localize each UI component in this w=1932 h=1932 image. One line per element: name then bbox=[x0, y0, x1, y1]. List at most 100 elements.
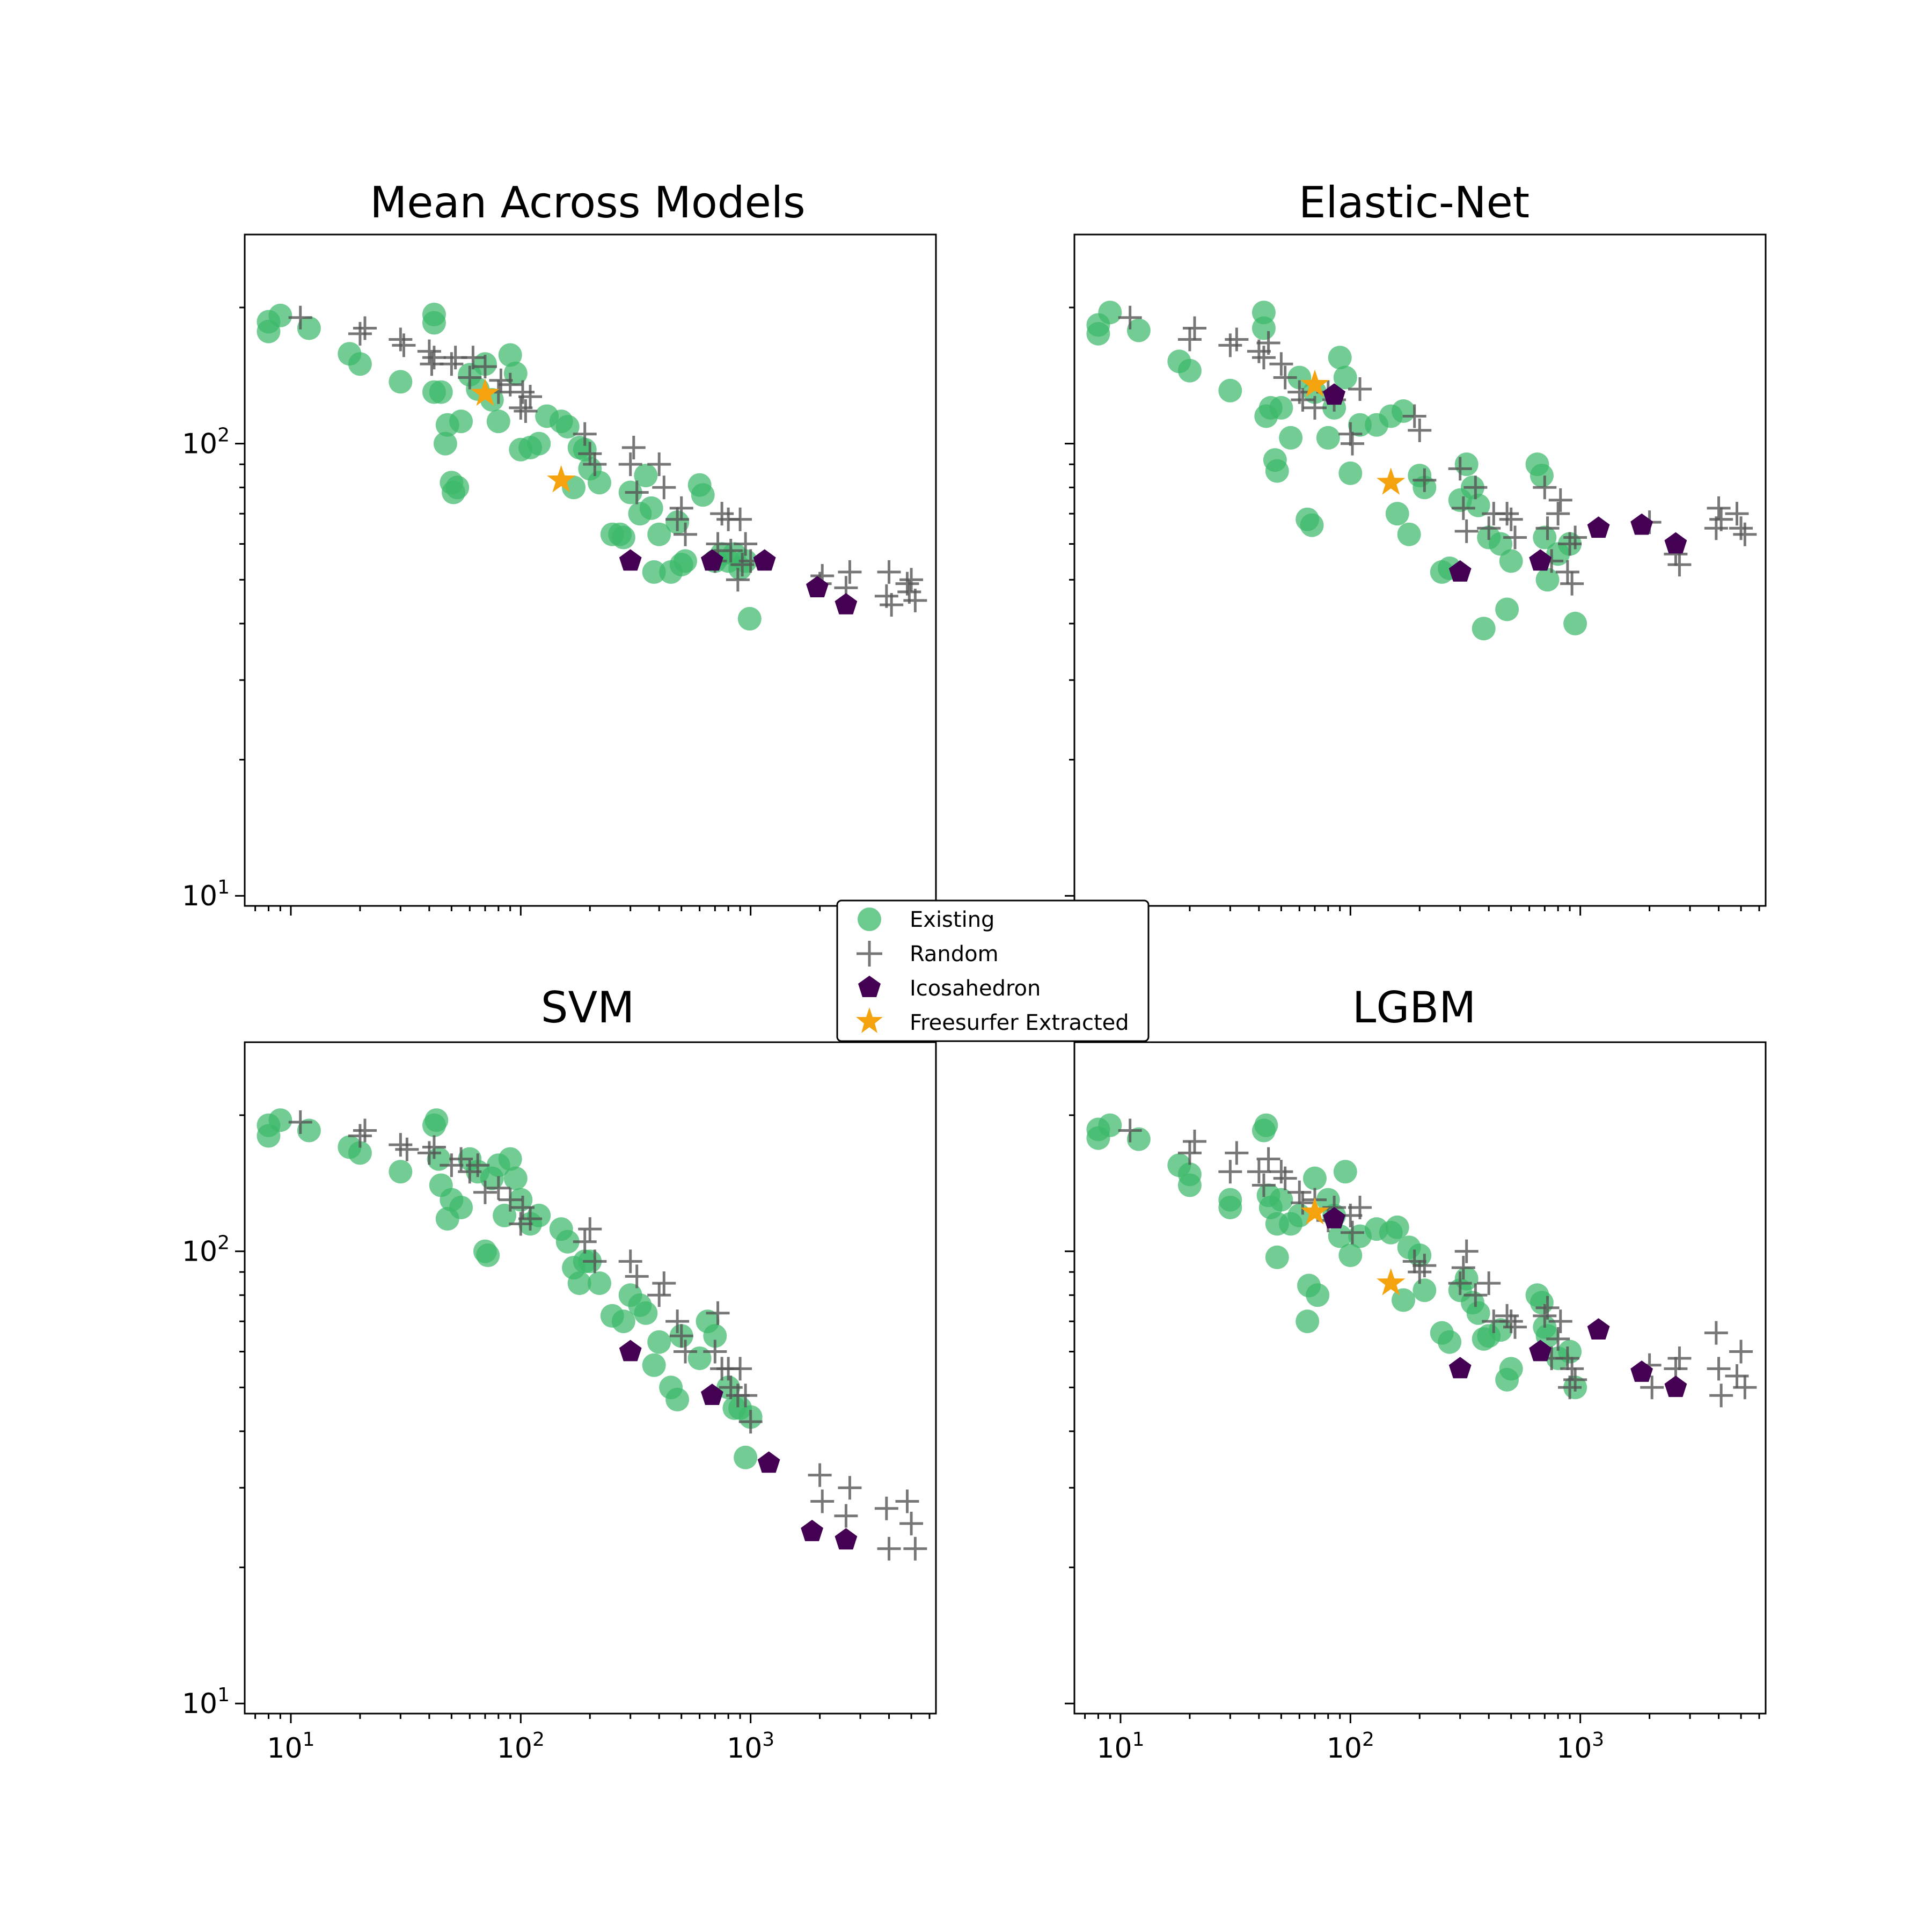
point-random bbox=[422, 346, 446, 370]
point-random bbox=[573, 1230, 597, 1254]
point-random bbox=[1291, 1191, 1315, 1215]
point-random bbox=[647, 452, 671, 477]
point-icosahedron bbox=[1529, 1340, 1552, 1362]
point-random bbox=[509, 1212, 533, 1236]
point-random bbox=[1118, 1118, 1142, 1143]
panel-lgbm: LGBM 101 102 103 bbox=[1065, 983, 1767, 1765]
point-existing bbox=[1302, 1166, 1327, 1190]
point-existing bbox=[1300, 513, 1324, 537]
point-random bbox=[1225, 1141, 1249, 1165]
point-existing bbox=[1529, 1291, 1554, 1315]
point-random bbox=[1499, 507, 1523, 531]
x-tick-label: 102 bbox=[497, 1729, 545, 1765]
plot-area bbox=[1065, 233, 1767, 916]
point-existing bbox=[1495, 597, 1519, 621]
point-freesurfer bbox=[547, 465, 576, 493]
point-random bbox=[583, 1249, 607, 1274]
point-random bbox=[578, 442, 602, 466]
point-random bbox=[647, 1283, 671, 1307]
point-random bbox=[674, 1340, 698, 1364]
point-random bbox=[1563, 1367, 1587, 1392]
point-random bbox=[1338, 422, 1363, 446]
point-existing bbox=[562, 475, 586, 500]
point-existing bbox=[1265, 459, 1289, 483]
point-icosahedron bbox=[1323, 1207, 1345, 1228]
panel-elastic-net: Elastic-Net bbox=[1065, 178, 1767, 916]
point-random bbox=[669, 496, 693, 520]
point-random bbox=[621, 436, 646, 460]
point-icosahedron bbox=[619, 1340, 642, 1362]
point-random bbox=[706, 532, 730, 556]
x-tick-label: 103 bbox=[1556, 1729, 1604, 1765]
point-random bbox=[1182, 1129, 1206, 1153]
point-random bbox=[1252, 346, 1276, 370]
y-tick-label: 102 bbox=[182, 1232, 230, 1268]
point-random bbox=[880, 593, 904, 617]
point-random bbox=[1302, 396, 1327, 420]
point-existing bbox=[445, 475, 470, 500]
point-random bbox=[1408, 1260, 1432, 1284]
point-random bbox=[734, 1384, 758, 1408]
point-random bbox=[466, 1153, 490, 1177]
point-random bbox=[1182, 316, 1206, 340]
point-random bbox=[1463, 1283, 1488, 1307]
point-random bbox=[665, 507, 690, 531]
point-existing bbox=[687, 1346, 712, 1370]
point-random bbox=[665, 1309, 690, 1334]
point-existing bbox=[587, 471, 611, 495]
point-existing bbox=[425, 1108, 449, 1132]
point-existing bbox=[527, 1203, 551, 1227]
point-random bbox=[417, 339, 441, 363]
point-random bbox=[348, 1124, 372, 1148]
point-existing bbox=[737, 606, 762, 631]
point-random bbox=[417, 1141, 441, 1165]
point-existing bbox=[1254, 1113, 1278, 1137]
point-random bbox=[877, 560, 901, 584]
point-random bbox=[1340, 431, 1364, 456]
point-random bbox=[1177, 1141, 1202, 1165]
point-existing bbox=[642, 1353, 666, 1377]
point-random bbox=[1667, 553, 1692, 577]
point-random bbox=[1256, 331, 1280, 355]
point-existing bbox=[527, 431, 551, 456]
point-existing bbox=[1385, 502, 1409, 526]
point-random bbox=[509, 396, 533, 420]
point-random bbox=[874, 1496, 898, 1520]
point-random bbox=[1729, 1340, 1753, 1364]
plot-area: 101 102 103 101 102 bbox=[182, 1041, 937, 1765]
point-random bbox=[573, 422, 597, 446]
point-existing bbox=[1333, 1160, 1357, 1184]
point-random bbox=[498, 372, 522, 397]
y-tick-label: 101 bbox=[182, 1684, 230, 1720]
point-random bbox=[1340, 1220, 1364, 1245]
point-random bbox=[899, 568, 924, 592]
point-random bbox=[489, 368, 513, 392]
point-random bbox=[703, 1340, 727, 1364]
point-random bbox=[288, 1110, 312, 1135]
point-icosahedron bbox=[1587, 1318, 1610, 1340]
point-random bbox=[1269, 352, 1293, 376]
point-random bbox=[1503, 525, 1527, 550]
point-icosahedron bbox=[1587, 516, 1610, 538]
point-random bbox=[1287, 1180, 1312, 1204]
point-existing bbox=[1252, 301, 1276, 325]
point-random bbox=[518, 1207, 543, 1231]
point-freesurfer bbox=[1377, 467, 1406, 495]
point-random bbox=[618, 452, 642, 477]
point-random bbox=[903, 1536, 927, 1561]
point-random bbox=[1477, 516, 1501, 540]
point-existing bbox=[1218, 1188, 1242, 1212]
point-random bbox=[449, 1147, 473, 1171]
point-random bbox=[652, 475, 676, 500]
point-random bbox=[1448, 1271, 1472, 1296]
point-random bbox=[1454, 1239, 1479, 1263]
point-random bbox=[395, 1137, 419, 1161]
point-random bbox=[440, 352, 464, 376]
plot-area: 101 102 bbox=[182, 233, 937, 916]
legend-item-icosahedron: Icosahedron bbox=[858, 976, 1041, 1001]
point-random bbox=[486, 1176, 510, 1200]
point-existing bbox=[1438, 1330, 1462, 1354]
point-random bbox=[728, 1357, 752, 1381]
point-existing bbox=[1328, 346, 1352, 370]
